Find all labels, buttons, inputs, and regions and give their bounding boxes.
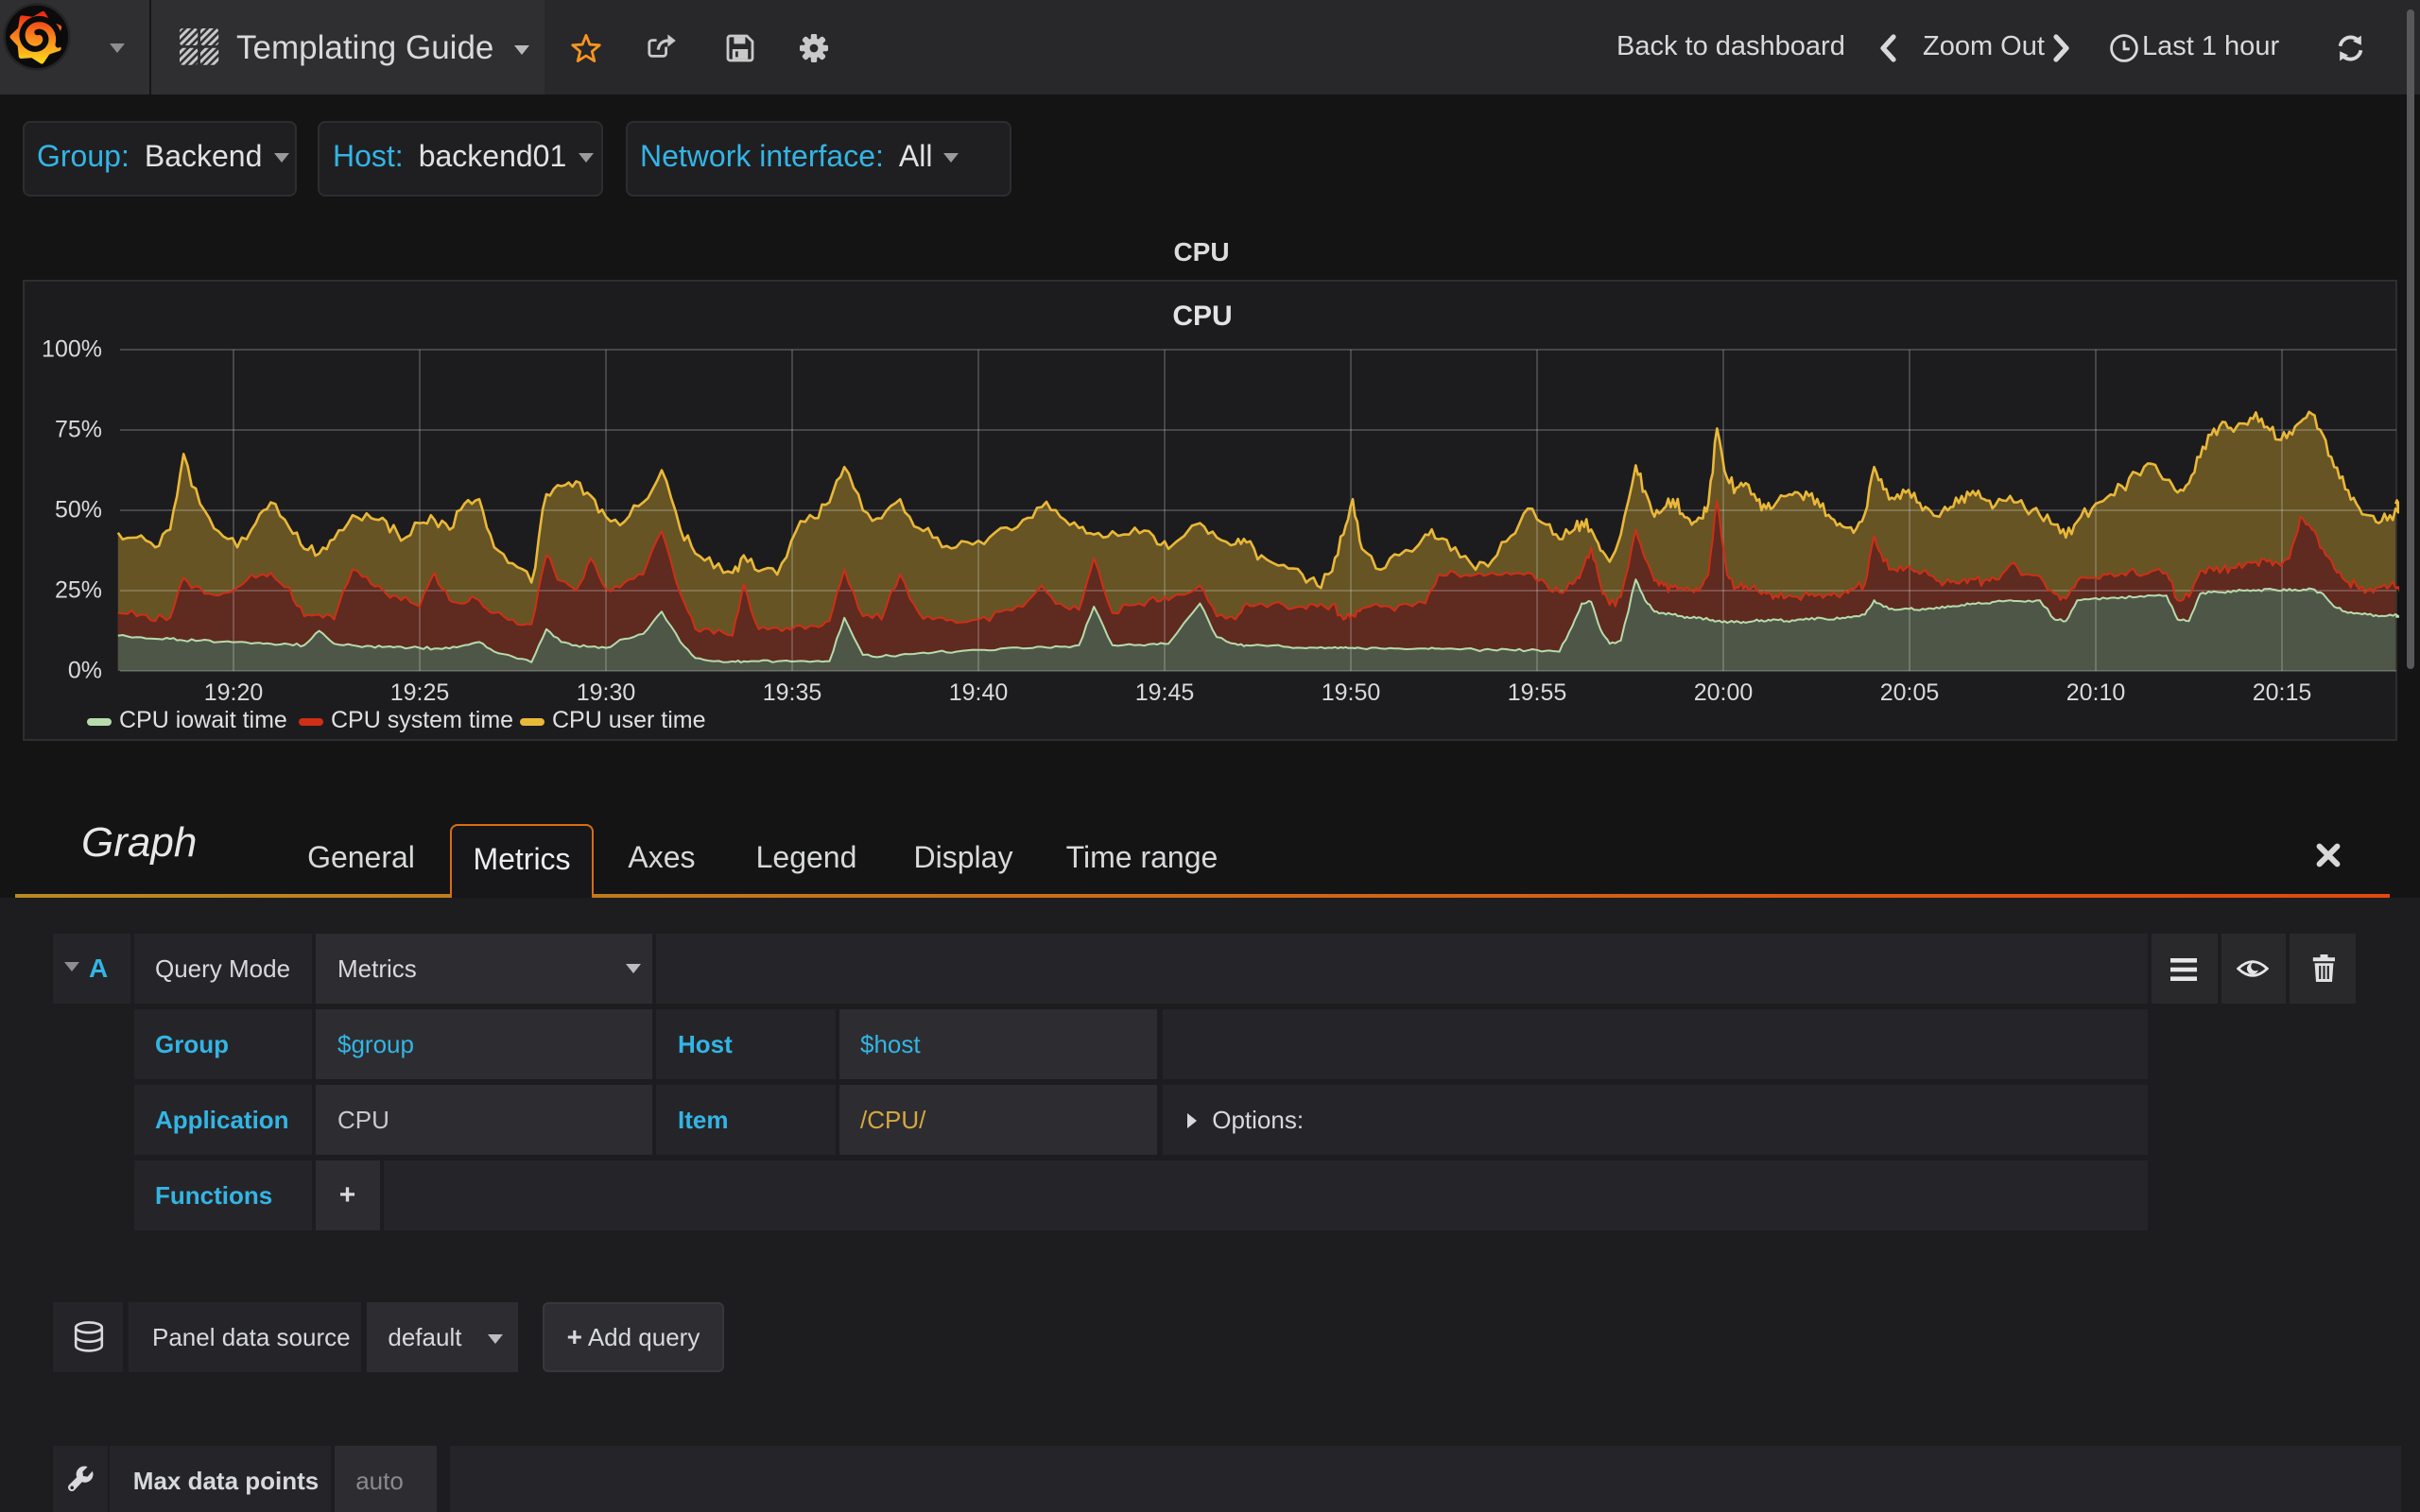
svg-text:19:20: 19:20: [203, 679, 263, 706]
svg-text:19:55: 19:55: [1507, 679, 1566, 706]
svg-text:100%: 100%: [41, 336, 101, 363]
svg-text:20:00: 20:00: [1693, 679, 1753, 706]
svg-text:19:50: 19:50: [1321, 679, 1380, 706]
svg-text:20:10: 20:10: [2066, 679, 2125, 706]
svg-text:19:25: 19:25: [389, 679, 449, 706]
svg-text:50%: 50%: [54, 497, 101, 524]
svg-text:25%: 25%: [54, 577, 101, 604]
svg-text:19:35: 19:35: [762, 679, 821, 706]
svg-text:20:05: 20:05: [1879, 679, 1939, 706]
svg-text:0%: 0%: [67, 658, 101, 684]
svg-text:19:30: 19:30: [576, 679, 635, 706]
svg-text:19:45: 19:45: [1134, 679, 1194, 706]
svg-text:20:15: 20:15: [2252, 679, 2311, 706]
svg-text:75%: 75%: [54, 417, 101, 443]
svg-text:19:40: 19:40: [948, 679, 1008, 706]
